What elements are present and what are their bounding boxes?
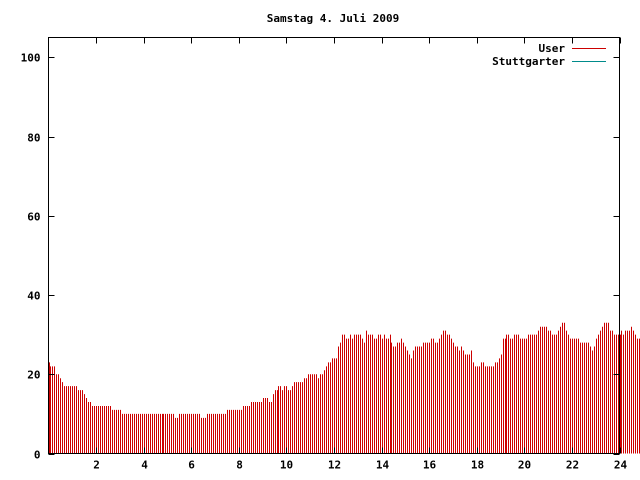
x-tick-label: 6 (188, 459, 195, 472)
y-tick-label: 40 (27, 290, 40, 303)
x-tick-label: 2 (93, 459, 100, 472)
x-tick-label: 8 (236, 459, 243, 472)
x-tick-label: 12 (328, 459, 341, 472)
legend-label-stuttgarter: Stuttgarter (492, 55, 565, 68)
x-tick-label: 20 (518, 459, 531, 472)
user-bars (49, 322, 640, 454)
x-tick-label: 10 (280, 459, 293, 472)
y-tick-label: 20 (27, 369, 40, 382)
y-tick-label: 0 (34, 449, 41, 462)
x-tick-label: 14 (376, 459, 390, 472)
x-tick-label: 24 (614, 459, 628, 472)
x-axis: 2 4 6 8 10 12 14 16 18 20 22 24 (93, 37, 628, 472)
y-tick-label: 60 (27, 211, 40, 224)
legend-label-user: User (539, 42, 566, 55)
x-tick-label: 18 (471, 459, 484, 472)
y-axis: 0 20 40 60 80 100 (21, 52, 620, 462)
x-tick-label: 22 (566, 459, 579, 472)
legend: User Stuttgarter (492, 42, 606, 68)
chart-title: Samstag 4. Juli 2009 (267, 12, 399, 25)
y-tick-label: 80 (27, 132, 40, 145)
x-tick-label: 16 (423, 459, 437, 472)
x-tick-label: 4 (141, 459, 148, 472)
y-tick-label: 100 (21, 52, 41, 65)
